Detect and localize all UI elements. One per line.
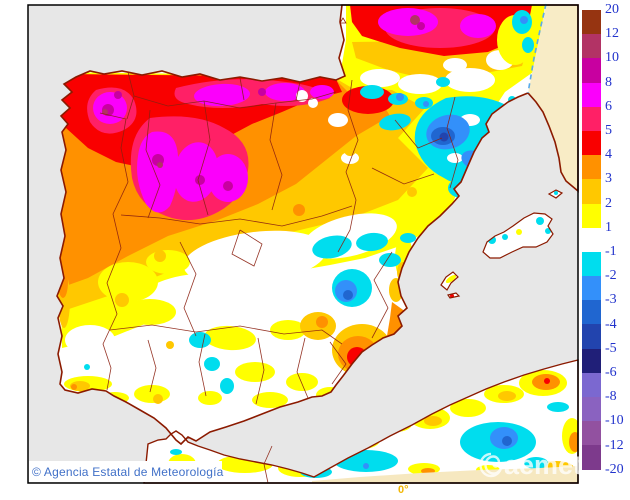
legend-color-block xyxy=(582,397,601,422)
legend-color-block xyxy=(582,130,601,156)
legend-color-block xyxy=(582,324,601,349)
legend-value-label: 3 xyxy=(605,171,612,187)
legend-color-block xyxy=(582,251,601,277)
map-frame xyxy=(27,4,579,484)
legend-value-label: 5 xyxy=(605,123,612,138)
copyright-text: © Agencia Estatal de Meteorología xyxy=(32,464,224,479)
legend-value-label: -12 xyxy=(605,437,624,453)
legend-value-label: 10 xyxy=(605,50,619,66)
summit-marker-icon xyxy=(339,17,347,24)
legend-value-label: -10 xyxy=(605,413,624,429)
domain-edge-dashed-line xyxy=(527,3,547,94)
legend-color-block xyxy=(582,372,601,397)
meridian-label: 0° xyxy=(398,484,409,496)
legend-value-label: -3 xyxy=(605,292,617,308)
legend-color-block xyxy=(582,421,601,446)
legend-value-label: -5 xyxy=(605,340,617,356)
legend-color-block xyxy=(582,58,601,83)
legend-value-label: -2 xyxy=(605,268,617,284)
legend-color-block xyxy=(582,445,601,470)
legend-color-block xyxy=(582,10,601,35)
legend-color-block xyxy=(582,179,601,204)
legend-color-block xyxy=(582,276,601,301)
legend-value-label: 4 xyxy=(605,147,612,163)
copyright-bar: © Agencia Estatal de Meteorología xyxy=(29,461,224,482)
legend-value-label: -6 xyxy=(605,365,617,380)
legend-color-block xyxy=(582,203,601,228)
legend-value-label: 20 xyxy=(605,2,619,17)
legend-value-label: 8 xyxy=(605,74,612,90)
legend-color-block xyxy=(582,155,601,180)
legend-color-block xyxy=(582,82,601,107)
legend-value-label: -4 xyxy=(605,316,617,332)
legend-color-block xyxy=(582,34,601,59)
legend-color-block xyxy=(582,227,601,252)
legend-value-label: 12 xyxy=(605,26,619,42)
province-borders xyxy=(99,71,459,484)
legend-color-block xyxy=(582,348,601,373)
legend-value-label: -20 xyxy=(605,461,624,477)
legend-value-label: -1 xyxy=(605,244,617,259)
legend-value-label: -8 xyxy=(605,389,617,405)
legend-color-bar xyxy=(582,10,601,470)
legend-color-block xyxy=(582,300,601,325)
legend-value-label: 1 xyxy=(605,219,612,235)
legend-value-label: 2 xyxy=(605,195,612,211)
legend-value-label: 6 xyxy=(605,98,612,114)
color-scale-legend: 20 12 10 8 6 5 4 3 2 1 -1 -2 -3 -4 -5 -6 -8 -10 -12 -20 xyxy=(582,0,630,500)
legend-color-block xyxy=(582,106,601,131)
